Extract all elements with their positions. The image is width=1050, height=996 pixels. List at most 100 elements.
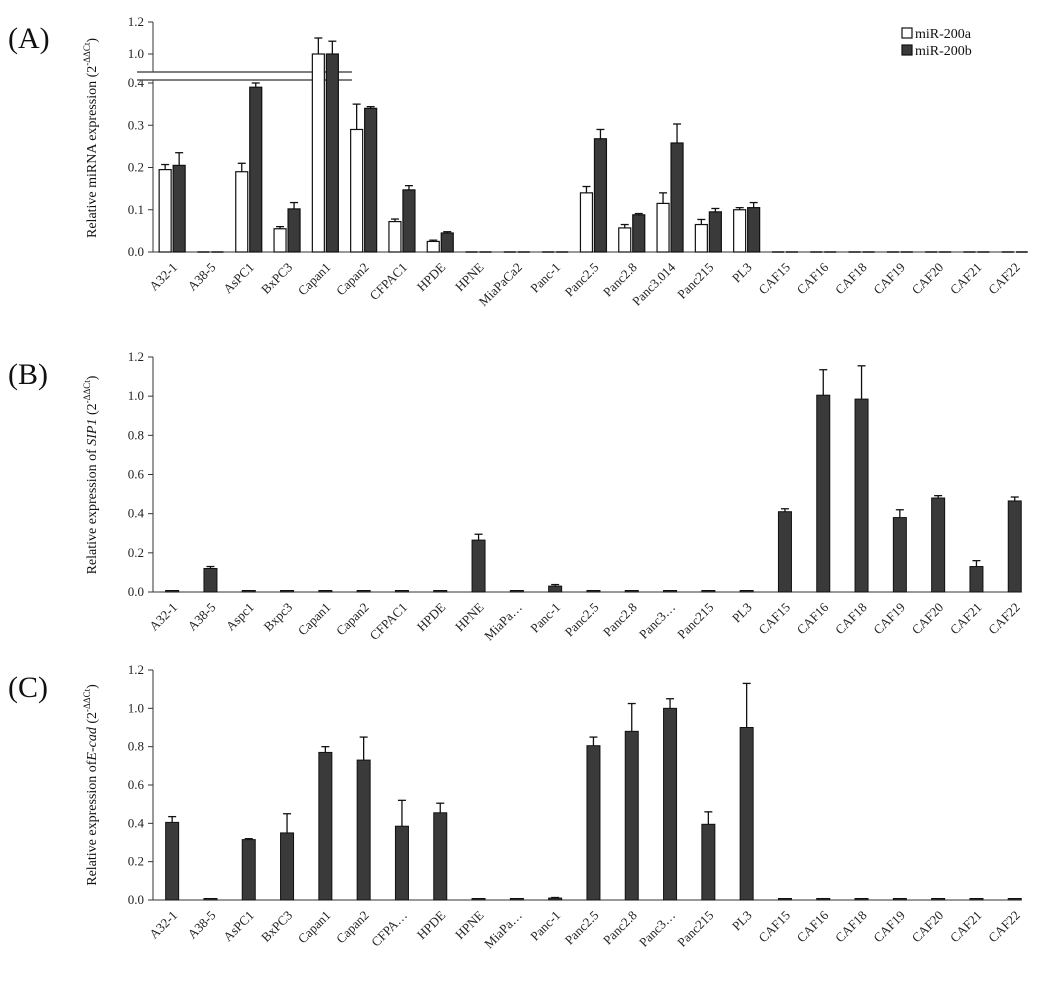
x-tick-label-2-19: CAF19 bbox=[870, 908, 908, 946]
bar-b-15 bbox=[739, 590, 754, 593]
y-tick-label-c-4: 0.8 bbox=[128, 739, 144, 754]
y-tick-label-c-0: 0.0 bbox=[128, 892, 144, 907]
x-tick-label-1-3: Bxpc3 bbox=[261, 600, 296, 635]
bar-c-17 bbox=[816, 898, 831, 901]
x-tick-label-2-5: Capan2 bbox=[333, 908, 372, 947]
bar-c-7 bbox=[433, 812, 448, 901]
bar-a-1-14 bbox=[708, 211, 722, 253]
bar-a-1-12 bbox=[632, 214, 646, 253]
bar-a-0-0 bbox=[158, 169, 172, 253]
bar-a-1-5 bbox=[364, 107, 378, 253]
y-axis-label-part: ) bbox=[85, 38, 100, 43]
bar-c-22 bbox=[1007, 898, 1022, 901]
x-tick-label-0-1: A38-5 bbox=[184, 260, 218, 294]
bar-a-0-15 bbox=[733, 209, 747, 253]
bar-c-5 bbox=[356, 759, 371, 901]
x-tick-label-1-20: CAF20 bbox=[909, 600, 947, 638]
x-tick-label-2-15: PL3 bbox=[729, 908, 755, 934]
y-axis-label-part: ) bbox=[85, 684, 100, 689]
y-axis-label-0: Relative miRNA expression (2-ΔΔCt) bbox=[82, 38, 100, 238]
x-tick-label-1-2: Aspc1 bbox=[223, 600, 257, 634]
y-tick-label-a-0: 0.0 bbox=[128, 244, 144, 259]
bar-c-21 bbox=[969, 898, 984, 901]
bar-b-8 bbox=[471, 539, 486, 593]
y-tick-label-b-0: 0.0 bbox=[128, 584, 144, 599]
y-tick-label-b-4: 0.8 bbox=[128, 427, 144, 442]
bar-b-16 bbox=[777, 511, 792, 593]
x-tick-label-0-16: CAF15 bbox=[755, 260, 793, 298]
x-tick-label-2-14: Panc215 bbox=[674, 908, 716, 950]
y-tick-label-c-5: 1.0 bbox=[128, 700, 144, 715]
y-axis-label-1: Relative expression of SIP1 (2-ΔΔCt) bbox=[82, 375, 100, 574]
bar-a-0-4 bbox=[311, 53, 325, 253]
x-tick-label-1-21: CAF21 bbox=[947, 600, 985, 638]
bar-c-2 bbox=[241, 839, 256, 901]
bar-c-19 bbox=[892, 898, 907, 901]
x-tick-label-1-15: PL3 bbox=[729, 600, 755, 626]
y-tick-label-b-1: 0.2 bbox=[128, 545, 144, 560]
y-tick-label-c-6: 1.2 bbox=[128, 662, 144, 677]
bar-b-11 bbox=[586, 590, 601, 593]
x-tick-label-2-3: BxPC3 bbox=[258, 908, 295, 945]
bar-c-15 bbox=[739, 727, 754, 901]
y-axis-label-gene: E-cad bbox=[85, 726, 100, 761]
y-axis-label-exponent: -ΔΔCt bbox=[82, 380, 92, 404]
x-tick-label-2-20: CAF20 bbox=[909, 908, 947, 946]
bar-a-1-2 bbox=[249, 86, 263, 253]
x-tick-label-2-21: CAF21 bbox=[947, 908, 985, 946]
bar-b-1 bbox=[203, 568, 218, 593]
x-tick-label-1-18: CAF18 bbox=[832, 600, 870, 638]
x-tick-label-1-8: HPNE bbox=[452, 599, 487, 634]
bar-b-0 bbox=[165, 590, 180, 593]
bar-b-22 bbox=[1007, 500, 1022, 593]
x-tick-label-2-22: CAF22 bbox=[985, 908, 1023, 946]
panel-label-a: (A) bbox=[8, 22, 50, 55]
bar-c-12 bbox=[624, 730, 639, 901]
bar-c-13 bbox=[663, 707, 678, 901]
x-tick-label-2-12: Panc2.8 bbox=[600, 908, 640, 948]
y-tick-label-c-1: 0.2 bbox=[128, 854, 144, 869]
x-tick-label-2-17: CAF16 bbox=[794, 907, 832, 945]
legend-label-0: miR-200a bbox=[915, 27, 972, 42]
x-tick-label-0-3: BxPC3 bbox=[258, 260, 295, 297]
x-tick-label-2-1: A38-5 bbox=[184, 908, 218, 942]
y-tick-label-c-3: 0.6 bbox=[128, 777, 145, 792]
bar-b-5 bbox=[356, 590, 371, 593]
x-tick-label-1-9: MiaPa… bbox=[481, 600, 525, 644]
x-tick-label-0-8: HPNE bbox=[452, 259, 487, 294]
x-tick-label-0-15: PL3 bbox=[729, 260, 755, 286]
x-tick-label-2-10: Panc-1 bbox=[527, 908, 563, 944]
x-tick-label-2-4: Capan1 bbox=[295, 908, 334, 947]
bar-c-10 bbox=[548, 897, 563, 901]
y-tick-label-a-3: 0.3 bbox=[128, 117, 144, 132]
x-tick-label-0-0: A32-1 bbox=[146, 260, 180, 294]
y-axis-label-part: (2 bbox=[85, 712, 100, 727]
x-tick-label-2-7: HPDE bbox=[414, 907, 449, 942]
bar-a-0-2 bbox=[235, 171, 249, 253]
x-tick-label-1-7: HPDE bbox=[414, 599, 449, 634]
x-tick-label-2-11: Panc2.5 bbox=[562, 908, 602, 948]
bar-b-13 bbox=[663, 590, 678, 593]
y-tick-label-a-5: 1.0 bbox=[128, 46, 144, 61]
bar-c-11 bbox=[586, 745, 601, 901]
x-tick-label-0-17: CAF16 bbox=[794, 259, 832, 297]
y-tick-label-c-2: 0.4 bbox=[128, 815, 145, 830]
y-tick-label-b-6: 1.2 bbox=[128, 349, 144, 364]
legend-swatch-0 bbox=[901, 27, 913, 39]
y-tick-label-a-6: 1.2 bbox=[128, 14, 144, 29]
x-tick-label-0-19: CAF19 bbox=[870, 260, 908, 298]
x-tick-label-0-2: AsPC1 bbox=[220, 260, 257, 297]
x-tick-label-2-8: HPNE bbox=[452, 907, 487, 942]
bar-b-17 bbox=[816, 394, 831, 593]
x-tick-label-0-18: CAF18 bbox=[832, 260, 870, 298]
bar-a-0-7 bbox=[426, 240, 440, 253]
bar-a-0-12 bbox=[618, 227, 632, 253]
x-tick-label-1-10: Panc-1 bbox=[527, 600, 563, 636]
x-tick-label-1-14: Panc215 bbox=[674, 600, 716, 642]
bar-b-4 bbox=[318, 590, 333, 593]
bar-a-0-11 bbox=[579, 192, 594, 253]
axis-break-gap bbox=[137, 72, 337, 80]
x-tick-label-1-0: A32-1 bbox=[146, 600, 180, 634]
x-tick-label-2-9: MiaPa… bbox=[481, 908, 525, 952]
bar-b-3 bbox=[280, 590, 295, 593]
